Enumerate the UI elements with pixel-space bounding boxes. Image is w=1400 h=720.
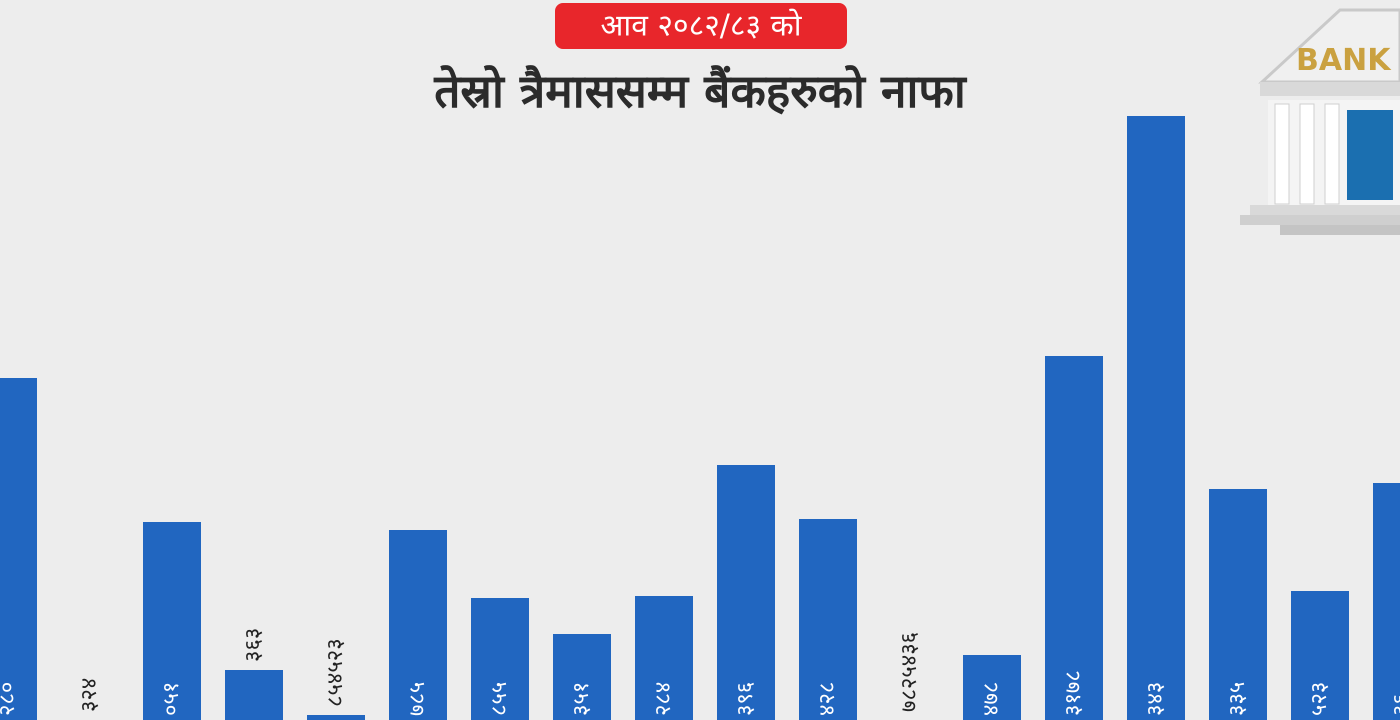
bar-label: ३४३ (1143, 682, 1168, 716)
bar (1209, 489, 1267, 720)
bar (307, 715, 365, 720)
bar (1127, 116, 1185, 720)
bar (1373, 483, 1400, 720)
bar-label: ३१७८ (1061, 670, 1086, 716)
bar-label: ०५१ (159, 682, 184, 716)
bar-label: ८५४५२३ (323, 638, 348, 707)
bank-label: BANK (1296, 43, 1392, 78)
bar-label: २८० (0, 682, 20, 716)
bar (471, 598, 529, 720)
bar-label: ३३५ (1225, 682, 1250, 716)
bar-label: ३९६ (733, 682, 758, 716)
bar-label: ७८५ (405, 682, 430, 716)
bar (225, 670, 283, 720)
bar (635, 596, 693, 720)
bar-label: २८४ (651, 682, 676, 716)
bar-label: ३२४ (77, 678, 102, 712)
bank-icon: BANK (1240, 8, 1400, 235)
bar (143, 522, 201, 720)
bar (0, 378, 37, 720)
bar-label: ५२३ (1307, 682, 1332, 716)
bar-label: ३६३ (241, 628, 266, 662)
chart-title: तेस्रो त्रैमाससम्म बैंकहरुको नाफा (433, 64, 968, 118)
bar (1291, 591, 1349, 720)
bar-label: ४२८ (815, 682, 840, 716)
bar (799, 519, 857, 720)
bar-label: ३५१ (569, 682, 594, 716)
subtitle-badge (555, 3, 847, 49)
bar (963, 655, 1021, 720)
bar-label: ८५५ (487, 682, 512, 716)
bar-label: ४७८ (979, 682, 1004, 716)
bar (553, 634, 611, 720)
chart-subtitle: आव २०८२/८३ को (601, 9, 803, 44)
bar (389, 530, 447, 720)
bar (717, 465, 775, 720)
bar (1045, 356, 1103, 720)
bar-label: ७८२५४३६ (897, 632, 922, 712)
bar-label: ३६ (1389, 693, 1400, 716)
